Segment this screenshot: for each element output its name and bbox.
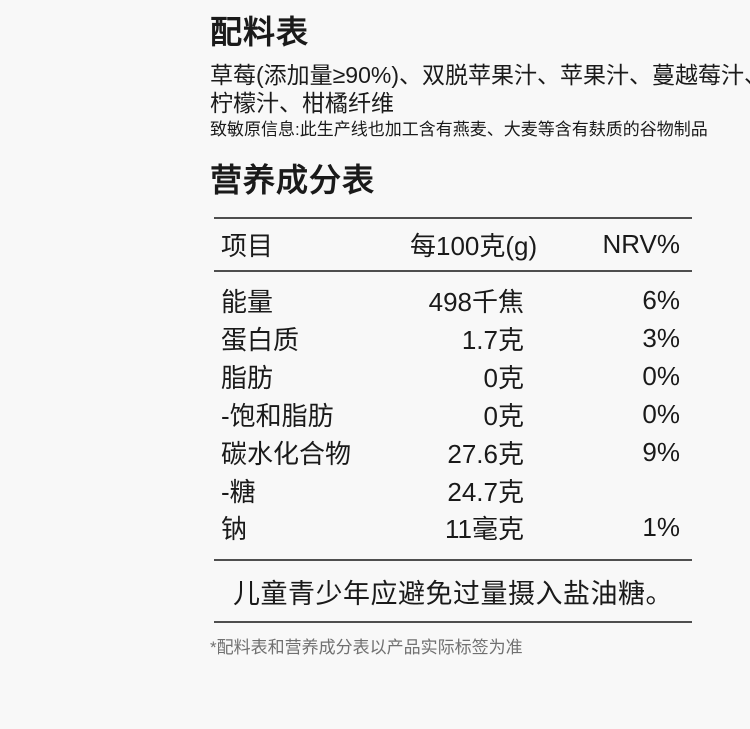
table-row: 脂肪 0克 0% (214, 357, 692, 395)
row-value: 0克 (483, 400, 524, 431)
table-row: 钠 11毫克 1% (214, 509, 692, 560)
row-name: 钠 (221, 514, 248, 544)
row-value: 27.6克 (447, 438, 524, 469)
health-statement-box: 儿童青少年应避免过量摄入盐油糖。 (214, 561, 692, 623)
row-value: 11毫克 (445, 514, 524, 544)
row-name: 蛋白质 (221, 324, 300, 355)
row-name: 碳水化合物 (221, 438, 352, 469)
row-nrv: 1% (642, 512, 680, 542)
header-nrv: NRV% (602, 229, 680, 259)
nutrition-table: 项目 每100克(g) NRV% 能量 498千焦 6% 蛋白质 1.7克 3%… (214, 217, 692, 561)
row-nrv: 0% (642, 398, 680, 429)
table-row: -饱和脂肪 0克 0% (214, 395, 692, 433)
row-name: 脂肪 (221, 362, 274, 393)
row-nrv: 0% (642, 360, 680, 391)
header-per-100g: 每100克(g) (410, 231, 538, 261)
row-name: 能量 (221, 287, 274, 317)
table-row: 蛋白质 1.7克 3% (214, 319, 692, 357)
disclaimer-footnote: *配料表和营养成分表以产品实际标签为准 (210, 638, 523, 657)
row-nrv: 9% (642, 436, 680, 467)
label-content: 配料表 草莓(添加量≥90%)、双脱苹果汁、苹果汁、蔓越莓汁、 柠檬汁、柑橘纤维… (210, 14, 750, 675)
row-value: 24.7克 (447, 476, 524, 507)
table-row: 碳水化合物 27.6克 9% (214, 433, 692, 471)
row-name: -饱和脂肪 (221, 400, 334, 431)
row-value: 1.7克 (461, 324, 524, 355)
header-item: 项目 (221, 231, 274, 261)
row-name: -糖 (221, 476, 256, 507)
nutrition-title: 营养成分表 (210, 162, 376, 198)
ingredients-line-2: 柠檬汁、柑橘纤维 (210, 90, 394, 116)
ingredients-line-1: 草莓(添加量≥90%)、双脱苹果汁、苹果汁、蔓越莓汁、 (210, 62, 750, 88)
ingredients-text: 草莓(添加量≥90%)、双脱苹果汁、苹果汁、蔓越莓汁、 柠檬汁、柑橘纤维 (210, 61, 750, 117)
nutrition-header-row: 项目 每100克(g) NRV% (214, 218, 692, 271)
health-statement: 儿童青少年应避免过量摄入盐油糖。 (233, 578, 673, 609)
row-value: 0克 (483, 362, 524, 393)
row-value: 498千焦 (428, 287, 524, 317)
ingredients-title: 配料表 (210, 14, 310, 50)
row-nrv: 6% (642, 285, 680, 315)
row-nrv: 3% (642, 322, 680, 353)
allergen-info: 致敏原信息:此生产线也加工含有燕麦、大麦等含有麸质的谷物制品 (210, 120, 708, 139)
row-nrv (524, 471, 692, 509)
table-row: -糖 24.7克 (214, 471, 692, 509)
table-row: 能量 498千焦 6% (214, 271, 692, 319)
